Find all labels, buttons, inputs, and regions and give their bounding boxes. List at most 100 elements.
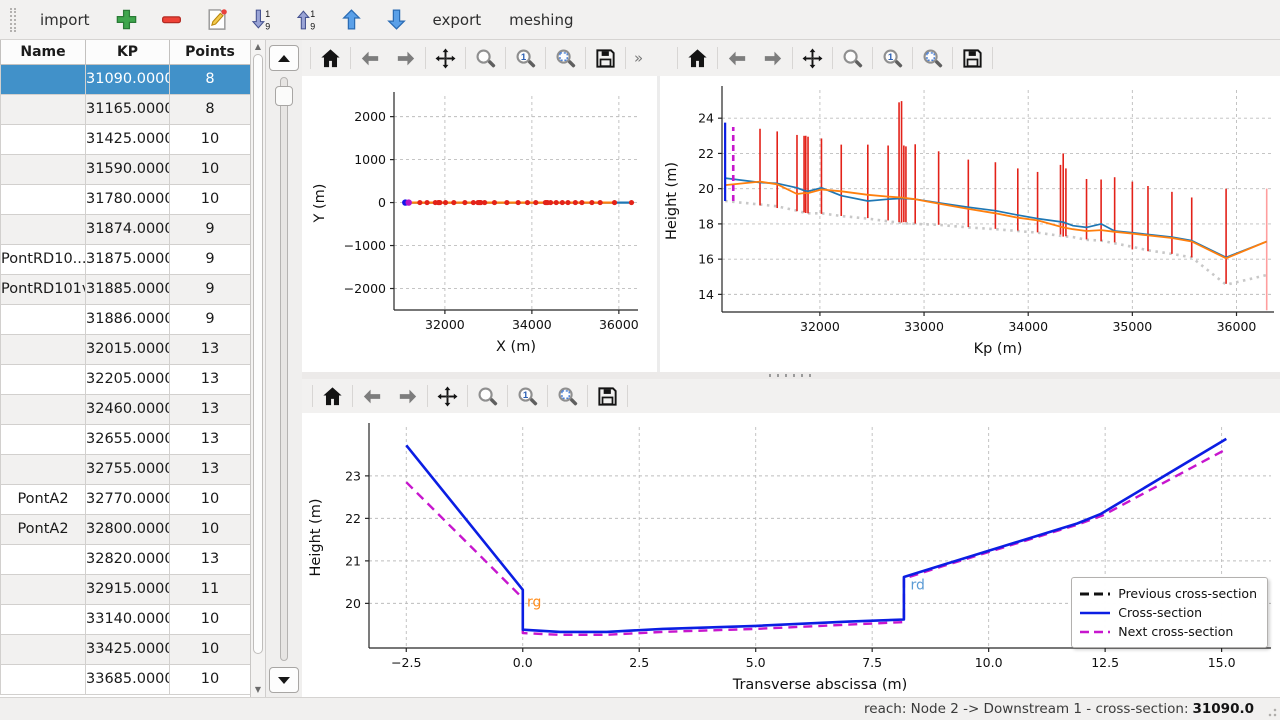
section-slider[interactable]	[275, 77, 293, 661]
save-button[interactable]	[588, 45, 623, 72]
forward-button[interactable]	[388, 45, 423, 72]
kp-cell[interactable]: 32770.0000	[85, 484, 170, 515]
table-row[interactable]: 31090.0000 8	[0, 64, 250, 95]
name-cell[interactable]	[0, 304, 86, 335]
table-row[interactable]: 33425.0000 10	[0, 634, 250, 665]
zoom-original-button[interactable]	[510, 383, 545, 410]
name-cell[interactable]	[0, 664, 86, 695]
add-button[interactable]	[112, 5, 141, 34]
import-button[interactable]: import	[40, 10, 90, 29]
name-cell[interactable]	[0, 154, 86, 185]
name-cell[interactable]	[0, 214, 86, 245]
move-down-button[interactable]	[382, 5, 411, 34]
xy-plot-figure[interactable]: 32000 34000 36000 −2000 −1000 0 1000 2000 X (m) Y…	[302, 76, 657, 372]
points-cell[interactable]: 8	[169, 64, 250, 95]
resize-grip[interactable]	[1265, 705, 1277, 717]
name-cell[interactable]	[0, 394, 86, 425]
points-cell[interactable]: 11	[169, 574, 250, 605]
kp-cell[interactable]: 31886.0000	[85, 304, 170, 335]
table-row[interactable]: 33140.0000 10	[0, 604, 250, 635]
column-header-points[interactable]: Points	[169, 40, 250, 65]
points-cell[interactable]: 13	[169, 364, 250, 395]
table-row[interactable]: 31165.0000 8	[0, 94, 250, 125]
remove-button[interactable]	[157, 5, 186, 34]
pan-button[interactable]	[428, 45, 463, 72]
kp-cell[interactable]: 31885.0000	[85, 274, 170, 305]
pan-button[interactable]	[430, 383, 465, 410]
forward-button[interactable]	[390, 383, 425, 410]
zoom-button[interactable]	[835, 45, 870, 72]
table-row[interactable]: 31874.0000 9	[0, 214, 250, 245]
table-row[interactable]: 31780.0000 10	[0, 184, 250, 215]
zoom-fit-button[interactable]	[915, 45, 950, 72]
move-up-button[interactable]	[337, 5, 366, 34]
points-cell[interactable]: 10	[169, 664, 250, 695]
toolbar-grip[interactable]	[10, 7, 16, 32]
pan-button[interactable]	[795, 45, 830, 72]
name-cell[interactable]	[0, 604, 86, 635]
back-button[interactable]	[720, 45, 755, 72]
name-cell[interactable]: PontRD101v	[0, 274, 86, 305]
table-row[interactable]: 32820.0000 13	[0, 544, 250, 575]
points-cell[interactable]: 10	[169, 604, 250, 635]
table-scrollbar-down-icon[interactable]: ▼	[254, 685, 262, 694]
name-cell[interactable]: PontA2	[0, 484, 86, 515]
points-cell[interactable]: 13	[169, 424, 250, 455]
kp-cell[interactable]: 32800.0000	[85, 514, 170, 545]
name-cell[interactable]	[0, 634, 86, 665]
table-scrollbar-up-icon[interactable]: ▲	[254, 42, 262, 51]
name-cell[interactable]	[0, 124, 86, 155]
kp-cell[interactable]: 32655.0000	[85, 424, 170, 455]
name-cell[interactable]	[0, 544, 86, 575]
kp-cell[interactable]: 33425.0000	[85, 634, 170, 665]
table-row[interactable]: 32755.0000 13	[0, 454, 250, 485]
save-button[interactable]	[590, 383, 625, 410]
name-cell[interactable]	[0, 334, 86, 365]
points-cell[interactable]: 9	[169, 274, 250, 305]
section-slider-thumb[interactable]	[275, 86, 293, 106]
name-cell[interactable]	[0, 454, 86, 485]
table-row[interactable]: PontA2 32800.0000 10	[0, 514, 250, 545]
meshing-button[interactable]: meshing	[509, 10, 574, 29]
kp-cell[interactable]: 32460.0000	[85, 394, 170, 425]
back-button[interactable]	[355, 383, 390, 410]
points-cell[interactable]: 10	[169, 484, 250, 515]
scroll-up-button[interactable]	[269, 45, 299, 71]
scroll-down-button[interactable]	[269, 667, 299, 693]
zoom-fit-button[interactable]	[550, 383, 585, 410]
name-cell[interactable]: PontA2	[0, 514, 86, 545]
kp-cell[interactable]: 32820.0000	[85, 544, 170, 575]
points-cell[interactable]: 13	[169, 334, 250, 365]
name-cell[interactable]	[0, 94, 86, 125]
kp-cell[interactable]: 31874.0000	[85, 214, 170, 245]
table-row[interactable]: 31590.0000 10	[0, 154, 250, 185]
profile-plot-figure[interactable]: 32000 33000 34000 35000 36000 14 16 18 20 22 24 Kp …	[657, 76, 1280, 372]
points-cell[interactable]: 13	[169, 394, 250, 425]
table-row[interactable]: 32460.0000 13	[0, 394, 250, 425]
column-header-name[interactable]: Name	[0, 40, 86, 65]
kp-cell[interactable]: 32755.0000	[85, 454, 170, 485]
table-row[interactable]: PontA2 32770.0000 10	[0, 484, 250, 515]
points-cell[interactable]: 10	[169, 154, 250, 185]
zoom-button[interactable]	[470, 383, 505, 410]
horizontal-splitter[interactable]	[302, 372, 1280, 379]
table-scrollbar-thumb[interactable]	[253, 54, 263, 654]
home-button[interactable]	[680, 45, 715, 72]
name-cell[interactable]	[0, 64, 86, 95]
home-button[interactable]	[313, 45, 348, 72]
name-cell[interactable]	[0, 424, 86, 455]
export-button[interactable]: export	[432, 10, 482, 29]
points-cell[interactable]: 9	[169, 244, 250, 275]
points-cell[interactable]: 10	[169, 184, 250, 215]
save-button[interactable]	[955, 45, 990, 72]
kp-cell[interactable]: 31425.0000	[85, 124, 170, 155]
kp-cell[interactable]: 32015.0000	[85, 334, 170, 365]
name-cell[interactable]	[0, 364, 86, 395]
table-row[interactable]: 31886.0000 9	[0, 304, 250, 335]
kp-cell[interactable]: 31875.0000	[85, 244, 170, 275]
table-row[interactable]: 33685.0000 10	[0, 664, 250, 695]
table-row[interactable]: 31425.0000 10	[0, 124, 250, 155]
home-button[interactable]	[315, 383, 350, 410]
